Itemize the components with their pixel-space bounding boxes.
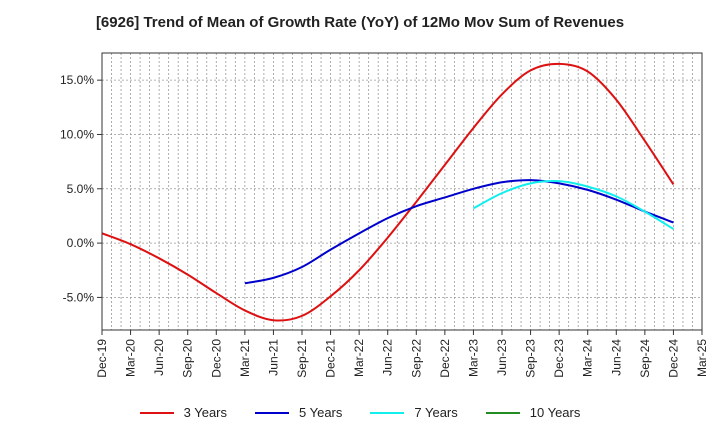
legend-item: 5 Years <box>255 405 342 420</box>
legend-item: 3 Years <box>139 405 227 420</box>
legend-item: 7 Years <box>370 405 458 420</box>
x-tick-label: Mar-20 <box>124 339 138 377</box>
x-tick-label: Sep-20 <box>181 339 195 378</box>
legend-label: 10 Years <box>529 405 581 420</box>
x-tick-label: Dec-24 <box>666 339 680 378</box>
y-tick-label: -5.0% <box>63 290 95 304</box>
legend-item: 10 Years <box>485 405 581 420</box>
y-tick-label: 5.0% <box>67 182 95 196</box>
x-tick-label: Sep-23 <box>524 339 538 378</box>
x-tick-label: Sep-22 <box>409 339 423 378</box>
legend-label: 3 Years <box>183 405 227 420</box>
x-tick-label: Jun-23 <box>495 339 509 376</box>
series-line-7-years <box>472 180 674 230</box>
series-layer <box>101 62 675 322</box>
x-tick-label: Mar-25 <box>695 339 709 377</box>
x-tick-label: Dec-23 <box>552 339 566 378</box>
chart-title: [6926] Trend of Mean of Growth Rate (YoY… <box>95 14 625 31</box>
legend-swatch <box>139 411 174 414</box>
legend: 3 Years 5 Years 7 Years 10 Years <box>0 405 720 420</box>
y-tick-label: 0.0% <box>67 236 95 250</box>
x-tick-label: Sep-21 <box>295 339 309 378</box>
x-tick-label: Dec-19 <box>95 339 109 378</box>
axis-layer: -5.0% 0.0% 5.0% 10.0% 15.0% Dec-19 Mar-20 Jun-2… <box>60 52 709 378</box>
x-tick-label: Jun-20 <box>152 339 166 376</box>
legend-swatch <box>370 411 405 414</box>
x-tick-label: Dec-21 <box>324 339 338 378</box>
x-tick-label: Jun-22 <box>381 339 395 376</box>
y-tick-label: 15.0% <box>60 73 94 87</box>
series-line-3-years <box>101 62 675 322</box>
x-tick-label: Jun-21 <box>266 339 280 376</box>
x-tick-label: Mar-23 <box>466 339 480 377</box>
plot-frame <box>101 52 703 331</box>
x-tick-label: Dec-20 <box>209 339 223 378</box>
legend-label: 7 Years <box>414 405 458 420</box>
x-tick-label: Mar-22 <box>352 339 366 377</box>
x-tick-label: Sep-24 <box>638 339 652 378</box>
series-line-5-years <box>244 179 674 285</box>
x-tick-label: Mar-24 <box>581 339 595 377</box>
legend-swatch <box>255 411 289 414</box>
y-tick-label: 10.0% <box>60 127 94 141</box>
legend-swatch <box>485 411 520 414</box>
x-tick-label: Mar-21 <box>238 339 252 377</box>
x-tick-label: Dec-22 <box>438 339 452 378</box>
legend-label: 5 Years <box>299 405 343 420</box>
x-tick-label: Jun-24 <box>609 339 623 376</box>
